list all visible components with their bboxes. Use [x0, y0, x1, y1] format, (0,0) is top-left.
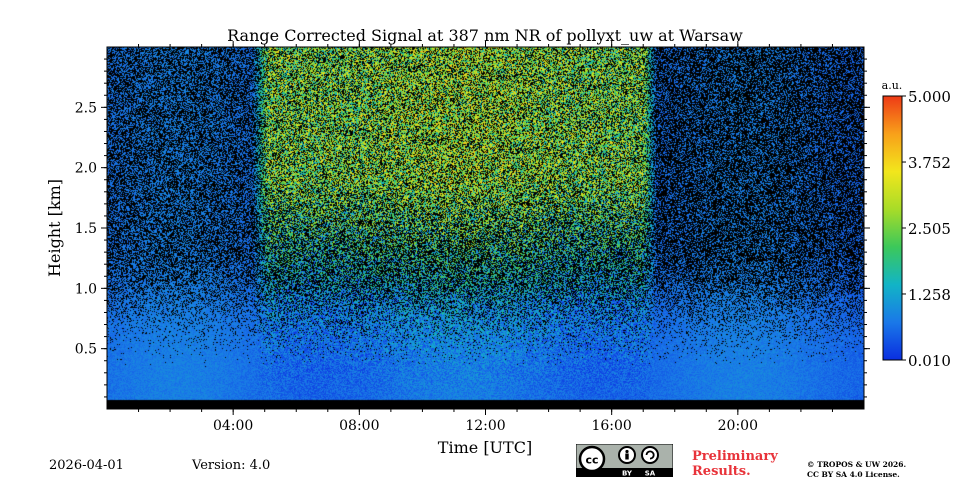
y-axis-label: Height [km]	[45, 179, 64, 277]
colorbar	[882, 95, 903, 361]
colorbar-tick-label: 1.258	[908, 286, 951, 304]
x-tick-label: 12:00	[465, 418, 505, 434]
colorbar-ticks: 5.000 3.752 2.505 1.258 0.010	[902, 88, 951, 370]
preliminary-results-notice: Preliminary Results.	[692, 449, 778, 479]
y-tick-label: 2.0	[75, 161, 97, 177]
x-tick-label: 08:00	[339, 418, 379, 434]
cc-logo-text: cc	[585, 454, 598, 467]
colorbar-tick-label: 5.000	[908, 88, 951, 106]
badge-sa-label: SA	[645, 470, 656, 478]
copyright-line-1: © TROPOS & UW 2026.	[807, 460, 907, 469]
footer-version: Version: 4.0	[192, 458, 271, 473]
x-tick-label: 16:00	[591, 418, 631, 434]
y-tick-label: 2.5	[75, 100, 97, 116]
badge-by-label: BY	[622, 470, 633, 478]
y-tick-label: 1.5	[75, 221, 97, 237]
chart-title: Range Corrected Signal at 387 nm NR of p…	[227, 26, 743, 45]
x-axis-label: Time [UTC]	[438, 438, 532, 457]
colorbar-tick-label: 3.752	[908, 154, 951, 172]
copyright-line-2: CC BY SA 4.0 License.	[807, 470, 900, 479]
preliminary-line-2: Results.	[692, 464, 751, 479]
y-tick-label: 1.0	[75, 281, 97, 297]
cc-by-sa-license-badge[interactable]: cc BY SA	[576, 444, 673, 477]
y-tick-label: 0.5	[75, 342, 97, 358]
copyright-notice: © TROPOS & UW 2026. CC BY SA 4.0 License…	[807, 460, 906, 480]
colorbar-tick-label: 2.505	[908, 220, 951, 238]
preliminary-line-1: Preliminary	[692, 449, 778, 464]
cc-icon	[578, 445, 606, 473]
heatmap-raster	[107, 47, 864, 409]
colorbar-unit: a.u.	[882, 79, 903, 92]
y-axis-ticks: 0.5 1.0 1.5 2.0 2.5	[75, 58, 870, 398]
x-tick-label: 04:00	[213, 418, 253, 434]
footer-date: 2026-04-01	[49, 458, 124, 473]
colorbar-tick-label: 0.010	[908, 352, 951, 370]
x-axis-ticks: 04:00 08:00 12:00 16:00 20:00	[138, 41, 833, 434]
x-tick-label: 20:00	[718, 418, 758, 434]
sa-sharealike-icon	[641, 446, 659, 464]
